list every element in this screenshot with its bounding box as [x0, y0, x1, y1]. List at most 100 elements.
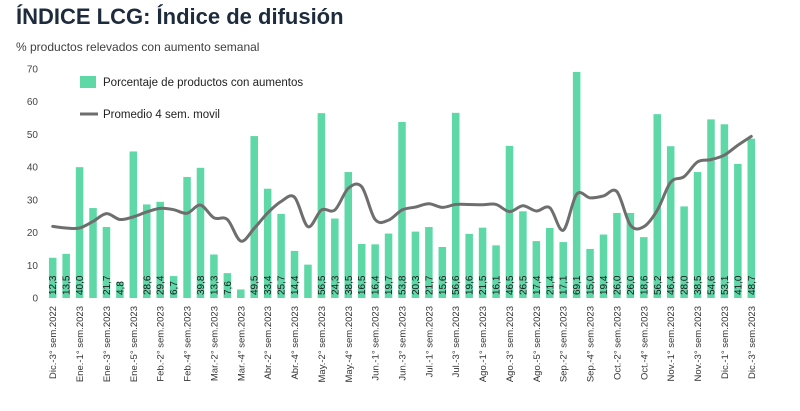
- bar-value-label: 19,6: [465, 275, 476, 295]
- x-tick-label: Dic.-3° sem.2023: [747, 306, 758, 379]
- bar-value-label: 54,6: [706, 275, 717, 295]
- x-tick-label: Ene.-5° sem.2023: [129, 306, 140, 382]
- bar: [586, 248, 594, 298]
- bar-value-label: 4,8: [115, 281, 126, 295]
- bar: [653, 114, 661, 299]
- bar-value-label: 28,0: [680, 275, 691, 295]
- x-tick-label: Feb.-4° sem.2023: [183, 306, 194, 382]
- y-tick-label: 70: [27, 65, 39, 76]
- bar-value-label: 41,0: [733, 275, 744, 295]
- x-tick-label: Nov.-3° sem.2023: [693, 306, 704, 381]
- x-tick-label: Abr.-4° sem.2023: [290, 306, 301, 380]
- x-tick-label: Dic.-3° sem.2022: [48, 306, 59, 379]
- x-tick-label: Mar.-4° sem.2023: [236, 306, 247, 381]
- bar-value-label: 56,2: [653, 275, 664, 295]
- bar: [666, 146, 675, 298]
- bar: [317, 113, 326, 298]
- bar: [210, 254, 218, 298]
- bar: [357, 244, 366, 298]
- bar: [196, 167, 205, 298]
- bar-value-label: 38,5: [344, 275, 355, 295]
- bar-value-label: 24,3: [330, 275, 341, 295]
- bar-value-label: 19,4: [599, 275, 610, 295]
- chart-title: ÍNDICE LCG: Índice de difusión: [16, 4, 344, 29]
- legend: Porcentaje de productos con aumentos Pro…: [80, 76, 303, 121]
- bar-value-label: 7,6: [223, 281, 234, 295]
- bar: [747, 138, 756, 298]
- bar-value-label: 16,5: [357, 275, 368, 295]
- x-tick-label: Mar.-2° sem.2023: [209, 306, 220, 381]
- x-tick-label: Jun.-3° sem.2023: [398, 306, 409, 381]
- chart-subtitle: % productos relevados con aumento semana…: [16, 40, 260, 54]
- bar-value-label: 56,5: [317, 275, 328, 295]
- bar: [116, 282, 124, 298]
- bar: [680, 206, 688, 298]
- bar: [572, 71, 581, 298]
- bar: [129, 151, 138, 298]
- y-axis: 0 10 20 30 40 50 60 70: [27, 65, 39, 305]
- bar: [169, 276, 178, 298]
- bar: [613, 212, 621, 298]
- bar-value-label: 14,4: [290, 275, 301, 295]
- bar: [425, 227, 433, 298]
- bar-value-label: 53,8: [398, 275, 409, 295]
- y-tick-label: 40: [27, 163, 39, 174]
- bar: [559, 242, 567, 298]
- bar-value-label: 12,3: [48, 275, 59, 295]
- bar: [478, 227, 487, 298]
- bar: [304, 264, 312, 298]
- bar: [734, 163, 742, 298]
- bar: [223, 273, 232, 298]
- x-tick-label: Ene.-1° sem.2023: [75, 306, 86, 382]
- x-tick-label: Oct.-4° sem.2023: [639, 306, 650, 380]
- bar-value-label: 69,1: [572, 275, 583, 295]
- x-tick-label: Jul.-1° sem.2023: [424, 306, 435, 377]
- bar: [290, 250, 299, 298]
- bar: [89, 208, 97, 298]
- line-series: [51, 134, 753, 243]
- legend-bar-label: Porcentaje de productos con aumentos: [103, 77, 303, 89]
- bar-value-label: 21,7: [102, 275, 113, 295]
- bar: [237, 289, 245, 298]
- bar-value-label: 40,0: [75, 275, 86, 295]
- bar-value-label: 18,6: [639, 275, 650, 295]
- x-tick-label: Ene.-3° sem.2023: [102, 306, 113, 382]
- bar: [465, 233, 473, 298]
- bar-value-label: 26,5: [518, 275, 529, 295]
- bar-value-label: 49,5: [250, 275, 261, 295]
- x-tick-label: Jun.-1° sem.2023: [371, 306, 382, 381]
- bar-value-label: 39,8: [196, 275, 207, 295]
- bar-value-label: 13,5: [62, 275, 73, 295]
- bar-value-label: 13,3: [209, 275, 220, 295]
- bar-value-label: 28,6: [142, 275, 153, 295]
- bar: [720, 124, 729, 298]
- bar: [693, 172, 702, 298]
- bar: [492, 245, 500, 298]
- bar-value-label: 20,3: [411, 275, 422, 295]
- bar-value-label: 25,7: [277, 275, 288, 295]
- bar-value-label: 38,5: [693, 275, 704, 295]
- moving-average-line: [51, 134, 753, 243]
- x-tick-label: Oct.-2° sem.2023: [612, 306, 623, 380]
- bar-value-label: 56,6: [451, 275, 462, 295]
- x-tick-label: Ago.-3° sem.2023: [505, 306, 516, 382]
- bar-value-label: 15,6: [438, 275, 449, 295]
- bar: [62, 253, 70, 298]
- bar-value-label: 53,1: [720, 275, 731, 295]
- bar: [505, 145, 514, 298]
- x-axis: Dic.-3° sem.2022 Ene.-1° sem.2023 Ene.-3° …: [48, 306, 758, 383]
- bar: [519, 211, 527, 298]
- x-tick-label: May.-4° sem.2023: [344, 306, 355, 383]
- y-tick-label: 60: [27, 97, 39, 108]
- bar-series: [48, 71, 756, 299]
- bar: [371, 244, 379, 298]
- x-tick-label: Ago.-1° sem.2023: [478, 306, 489, 382]
- legend-line-label: Promedio 4 sem. movil: [103, 109, 220, 121]
- y-tick-label: 20: [27, 228, 39, 239]
- bar: [142, 204, 151, 298]
- bar-value-label: 26,0: [626, 275, 637, 295]
- y-tick-label: 10: [27, 261, 39, 272]
- bar: [707, 119, 715, 298]
- x-tick-label: Ago.-5° sem.2023: [532, 306, 543, 382]
